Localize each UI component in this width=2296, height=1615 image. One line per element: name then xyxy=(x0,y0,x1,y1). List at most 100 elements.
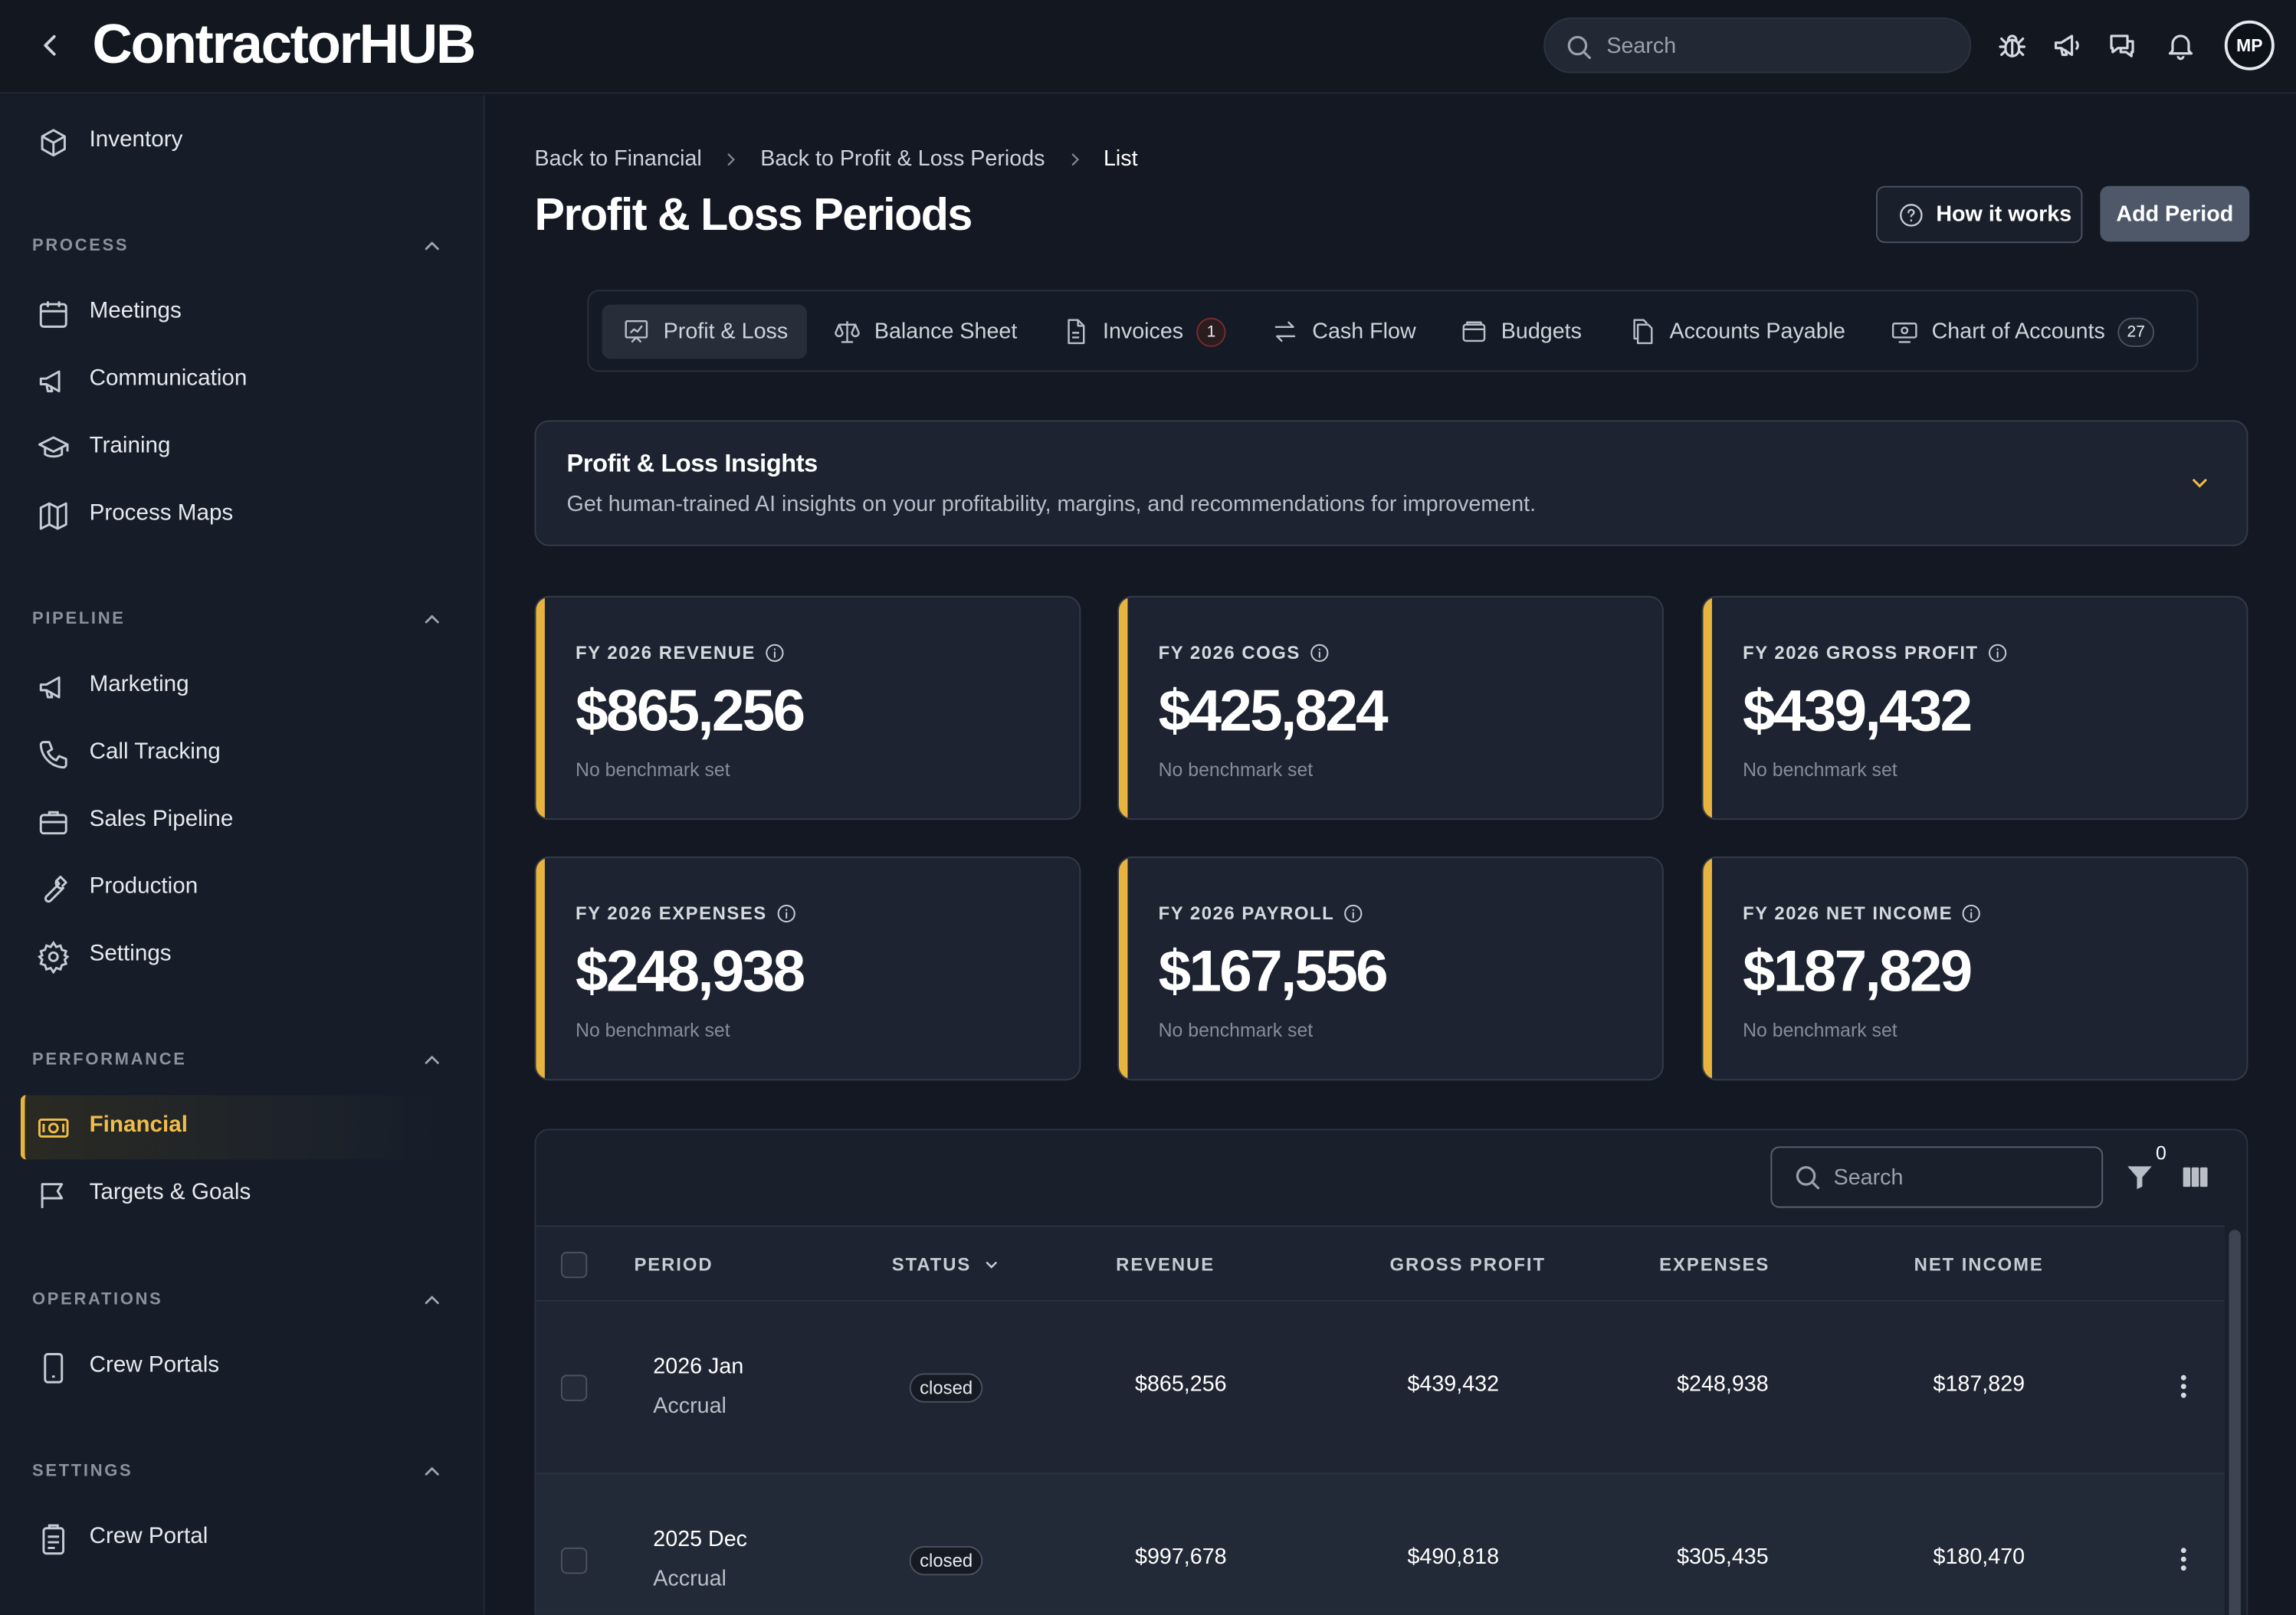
filter-count: 0 xyxy=(2155,1142,2166,1165)
sidebar-item-marketing[interactable]: Marketing xyxy=(21,654,460,719)
select-all-checkbox[interactable] xyxy=(560,1251,588,1279)
table-row[interactable]: 2026 Jan Accrual closed $865,256 $439,43… xyxy=(536,1301,2225,1475)
table-search-input[interactable] xyxy=(1833,1148,2083,1207)
kpi-label-text: FY 2026 PAYROLL xyxy=(1158,903,1335,924)
breadcrumb-link-pl-periods[interactable]: Back to Profit & Loss Periods xyxy=(760,146,1045,172)
sidebar-item-financial[interactable]: Financial xyxy=(20,1095,461,1160)
sidebar-item-label: Process Maps xyxy=(89,500,234,526)
sidebar-item-production[interactable]: Production xyxy=(21,857,460,921)
sidebar-item-targets-goals[interactable]: Targets & Goals xyxy=(21,1162,460,1227)
tab-balance-sheet[interactable]: Balance Sheet xyxy=(833,304,1017,359)
table-scrollbar-thumb[interactable] xyxy=(2229,1230,2241,1615)
sidebar-item-crew-portal[interactable]: Crew Portal xyxy=(21,1506,460,1571)
info-icon[interactable] xyxy=(1987,643,2008,663)
megaphone-icon xyxy=(39,676,61,699)
breadcrumb-link-financial[interactable]: Back to Financial xyxy=(534,146,702,172)
kpi-card-expenses: FY 2026 EXPENSES $248,938 No benchmark s… xyxy=(534,856,1081,1081)
sidebar-item-label: Crew Portals xyxy=(89,1352,220,1378)
sidebar-item-label: Production xyxy=(89,873,198,899)
kpi-label: FY 2026 NET INCOME xyxy=(1743,903,1982,924)
tab-label: Cash Flow xyxy=(1312,319,1416,345)
sidebar-item-label: Financial xyxy=(89,1112,188,1138)
kpi-card-gross-profit: FY 2026 GROSS PROFIT $439,432 No benchma… xyxy=(1701,595,2248,821)
chevron-down-icon[interactable] xyxy=(2188,471,2212,495)
tab-cash-flow[interactable]: Cash Flow xyxy=(1271,304,1416,359)
avatar[interactable]: MP xyxy=(2224,20,2275,70)
tab-accounts-payable[interactable]: Accounts Payable xyxy=(1629,304,1845,359)
breadcrumb: Back to Financial Back to Profit & Loss … xyxy=(535,146,1138,171)
column-header-status[interactable]: STATUS xyxy=(891,1254,1001,1276)
money-icon xyxy=(38,1118,69,1138)
chevron-up-icon[interactable] xyxy=(420,234,444,258)
briefcase-icon xyxy=(39,811,67,835)
filter-icon[interactable] xyxy=(2124,1161,2156,1193)
columns-icon[interactable] xyxy=(2180,1162,2212,1191)
sidebar-item-label: Meetings xyxy=(89,298,182,324)
how-it-works-button[interactable]: How it works xyxy=(1875,185,2083,244)
chevron-up-icon[interactable] xyxy=(420,1048,444,1072)
column-header-expenses[interactable]: EXPENSES xyxy=(1659,1254,1770,1276)
expenses-cell: $305,435 xyxy=(1677,1545,1769,1570)
row-checkbox[interactable] xyxy=(560,1547,588,1574)
add-period-button[interactable]: Add Period xyxy=(2100,185,2250,242)
chevron-up-icon[interactable] xyxy=(420,1459,444,1483)
section-header-pipeline: PIPELINE xyxy=(32,610,126,628)
global-search-input[interactable] xyxy=(1606,18,1943,72)
tab-invoices[interactable]: Invoices 1 xyxy=(1061,304,1226,359)
column-header-net-income[interactable]: NET INCOME xyxy=(1914,1254,2044,1276)
sidebar-item-crew-portals[interactable]: Crew Portals xyxy=(21,1335,460,1400)
kpi-label-text: FY 2026 NET INCOME xyxy=(1743,903,1953,924)
global-search[interactable] xyxy=(1543,17,1972,74)
kpi-value: $425,824 xyxy=(1158,679,1389,744)
kpi-benchmark: No benchmark set xyxy=(576,1019,730,1041)
sidebar-item-meetings[interactable]: Meetings xyxy=(21,281,460,346)
megaphone-icon[interactable] xyxy=(2052,29,2084,61)
status-badge: closed xyxy=(909,1546,983,1576)
chevron-up-icon[interactable] xyxy=(420,608,444,631)
bug-icon[interactable] xyxy=(1996,29,2029,61)
table-row[interactable]: 2025 Dec Accrual closed $997,678 $490,81… xyxy=(536,1474,2225,1615)
row-checkbox[interactable] xyxy=(560,1374,588,1401)
wrench-icon xyxy=(44,875,67,903)
sidebar-item-process-maps[interactable]: Process Maps xyxy=(21,483,460,548)
app-logo[interactable]: ContractorHUB xyxy=(92,15,476,77)
chevron-up-icon[interactable] xyxy=(420,1289,444,1312)
sidebar-item-inventory[interactable]: Inventory xyxy=(21,110,460,174)
tab-chart-of-accounts[interactable]: Chart of Accounts 27 xyxy=(1891,304,2154,359)
tab-label: Chart of Accounts xyxy=(1931,319,2105,345)
back-chevron-icon[interactable] xyxy=(32,26,67,64)
table-search[interactable] xyxy=(1770,1146,2104,1208)
calendar-icon xyxy=(39,301,67,328)
more-options-icon[interactable] xyxy=(2180,1374,2188,1400)
info-icon[interactable] xyxy=(764,643,785,663)
info-icon[interactable] xyxy=(776,903,796,924)
tab-profit-loss[interactable]: Profit & Loss xyxy=(602,304,807,359)
column-header-revenue[interactable]: REVENUE xyxy=(1116,1254,1215,1276)
info-icon[interactable] xyxy=(1962,903,1983,924)
column-header-gross-profit[interactable]: GROSS PROFIT xyxy=(1389,1254,1546,1276)
tab-budgets[interactable]: Budgets xyxy=(1460,304,1582,359)
chat-icon[interactable] xyxy=(2106,29,2138,61)
insights-panel[interactable]: Profit & Loss Insights Get human-trained… xyxy=(534,420,2248,546)
bell-icon[interactable] xyxy=(2164,29,2196,61)
kpi-accent-bar xyxy=(1119,597,1128,819)
tab-label: Budgets xyxy=(1501,319,1582,345)
sidebar-item-training[interactable]: Training xyxy=(21,416,460,480)
main-content: Back to Financial Back to Profit & Loss … xyxy=(486,95,2296,1615)
column-header-status-label: STATUS xyxy=(891,1254,972,1276)
sidebar-item-communication[interactable]: Communication xyxy=(21,349,460,413)
tab-label: Invoices xyxy=(1102,319,1184,345)
info-icon[interactable] xyxy=(1309,643,1330,663)
kpi-label-text: FY 2026 GROSS PROFIT xyxy=(1743,642,1979,663)
column-header-period[interactable]: PERIOD xyxy=(634,1254,713,1276)
sidebar-item-label: Targets & Goals xyxy=(89,1180,251,1205)
info-icon[interactable] xyxy=(1343,903,1364,924)
more-options-icon[interactable] xyxy=(2180,1546,2188,1572)
kpi-benchmark: No benchmark set xyxy=(1158,758,1314,781)
ledger-icon xyxy=(1891,323,1917,343)
section-header-process: PROCESS xyxy=(32,237,130,255)
sidebar-item-settings[interactable]: Settings xyxy=(21,924,460,988)
sidebar-item-label: Marketing xyxy=(89,672,189,697)
sidebar-item-sales-pipeline[interactable]: Sales Pipeline xyxy=(21,789,460,853)
sidebar-item-call-tracking[interactable]: Call Tracking xyxy=(21,722,460,786)
